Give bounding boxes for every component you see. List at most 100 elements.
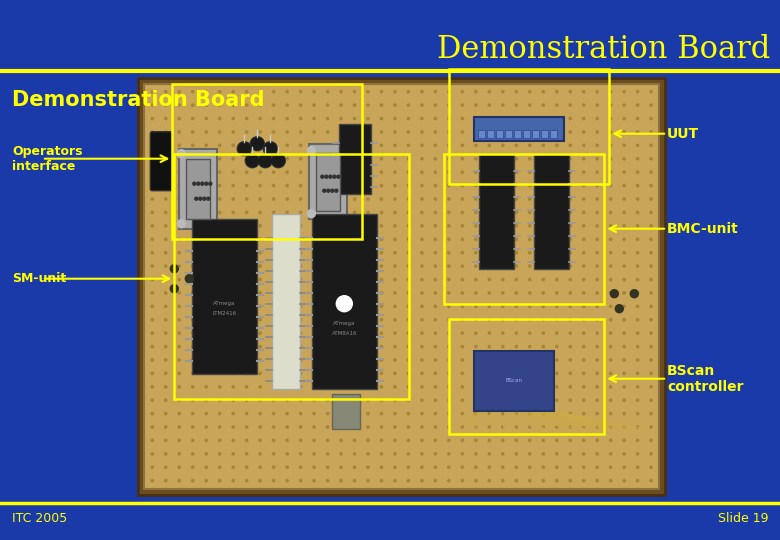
Circle shape	[218, 252, 221, 254]
Circle shape	[151, 332, 154, 334]
Circle shape	[434, 386, 437, 388]
Circle shape	[272, 238, 275, 240]
Circle shape	[353, 252, 356, 254]
Circle shape	[340, 480, 342, 482]
Circle shape	[394, 466, 396, 469]
Circle shape	[178, 386, 180, 388]
Circle shape	[515, 104, 517, 106]
Circle shape	[569, 453, 572, 455]
Circle shape	[555, 359, 558, 361]
Circle shape	[407, 386, 410, 388]
Circle shape	[502, 238, 504, 240]
Circle shape	[353, 439, 356, 442]
Circle shape	[636, 466, 639, 469]
Circle shape	[205, 278, 207, 281]
Circle shape	[650, 413, 652, 415]
Circle shape	[461, 225, 463, 227]
Circle shape	[394, 144, 396, 146]
Circle shape	[300, 198, 302, 200]
Circle shape	[367, 144, 369, 146]
Circle shape	[596, 104, 598, 106]
Circle shape	[623, 386, 626, 388]
Circle shape	[367, 265, 369, 267]
Circle shape	[488, 359, 491, 361]
Circle shape	[246, 319, 248, 321]
Circle shape	[313, 158, 315, 160]
Circle shape	[502, 292, 504, 294]
Circle shape	[407, 305, 410, 307]
Circle shape	[502, 386, 504, 388]
Circle shape	[246, 413, 248, 415]
Circle shape	[623, 466, 626, 469]
Circle shape	[515, 252, 517, 254]
Circle shape	[623, 372, 626, 375]
Circle shape	[502, 225, 504, 227]
Circle shape	[515, 372, 517, 375]
Circle shape	[461, 265, 463, 267]
Circle shape	[488, 292, 491, 294]
Circle shape	[394, 171, 396, 173]
Circle shape	[407, 332, 410, 334]
Circle shape	[448, 413, 450, 415]
Circle shape	[542, 453, 544, 455]
Circle shape	[272, 386, 275, 388]
Circle shape	[609, 171, 612, 173]
Circle shape	[502, 117, 504, 120]
Circle shape	[448, 144, 450, 146]
Circle shape	[515, 184, 517, 187]
Circle shape	[609, 265, 612, 267]
Circle shape	[488, 238, 491, 240]
Circle shape	[502, 158, 504, 160]
Circle shape	[434, 144, 437, 146]
Circle shape	[636, 292, 639, 294]
Circle shape	[151, 131, 154, 133]
Circle shape	[192, 158, 194, 160]
Circle shape	[529, 144, 531, 146]
Circle shape	[300, 131, 302, 133]
Circle shape	[529, 292, 531, 294]
Circle shape	[300, 399, 302, 401]
Circle shape	[286, 171, 289, 173]
Circle shape	[178, 399, 180, 401]
Circle shape	[609, 131, 612, 133]
Circle shape	[259, 426, 261, 428]
Circle shape	[272, 198, 275, 200]
Circle shape	[407, 346, 410, 348]
Circle shape	[340, 399, 342, 401]
Circle shape	[367, 372, 369, 375]
Circle shape	[623, 359, 626, 361]
Text: BScan
controller: BScan controller	[667, 363, 743, 394]
Circle shape	[218, 332, 221, 334]
Circle shape	[420, 426, 423, 428]
Circle shape	[218, 278, 221, 281]
Circle shape	[529, 198, 531, 200]
Circle shape	[259, 386, 261, 388]
Circle shape	[596, 117, 598, 120]
Circle shape	[178, 252, 180, 254]
Circle shape	[300, 278, 302, 281]
Circle shape	[178, 439, 180, 442]
Circle shape	[609, 359, 612, 361]
Circle shape	[542, 346, 544, 348]
Circle shape	[636, 225, 639, 227]
Circle shape	[367, 171, 369, 173]
Circle shape	[502, 319, 504, 321]
Circle shape	[165, 413, 167, 415]
Circle shape	[353, 211, 356, 214]
Circle shape	[623, 211, 626, 214]
Circle shape	[259, 278, 261, 281]
Circle shape	[381, 359, 383, 361]
Circle shape	[232, 466, 234, 469]
Circle shape	[623, 238, 626, 240]
Circle shape	[448, 453, 450, 455]
Circle shape	[515, 225, 517, 227]
Circle shape	[353, 225, 356, 227]
Circle shape	[192, 346, 194, 348]
Circle shape	[313, 91, 315, 93]
Circle shape	[650, 225, 652, 227]
Circle shape	[300, 372, 302, 375]
Circle shape	[623, 104, 626, 106]
Circle shape	[448, 466, 450, 469]
Circle shape	[448, 238, 450, 240]
Circle shape	[205, 332, 207, 334]
